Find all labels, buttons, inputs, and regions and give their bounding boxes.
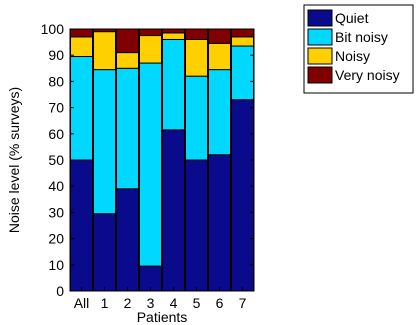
legend-swatch-quiet xyxy=(307,9,333,27)
y-tick-label: 60 xyxy=(48,126,64,142)
x-tick-label: 5 xyxy=(193,295,201,311)
x-tick-label: 1 xyxy=(101,295,109,311)
legend-swatch-bit-noisy xyxy=(307,28,333,46)
bar-very-noisy-5 xyxy=(185,28,208,40)
bar-very-noisy-7 xyxy=(231,28,254,38)
bar-bit-noisy-6 xyxy=(208,69,231,156)
x-tick-label: All xyxy=(74,295,90,311)
bar-noisy-7 xyxy=(231,36,254,47)
x-tick-label: 2 xyxy=(124,295,132,311)
bar-noisy-3 xyxy=(139,35,162,64)
x-tick-label: 4 xyxy=(170,295,178,311)
y-tick-label: 30 xyxy=(48,204,64,220)
legend: Quiet Bit noisy Noisy Very noisy xyxy=(303,4,414,94)
y-tick-label: 0 xyxy=(56,283,64,299)
y-tick-label: 50 xyxy=(48,152,64,168)
bar-quiet-1 xyxy=(93,213,116,292)
bar-noisy-all xyxy=(70,36,93,58)
bar-bit-noisy-2 xyxy=(116,67,139,190)
legend-label-noisy: Noisy xyxy=(335,48,370,64)
x-axis-label: Patients xyxy=(137,309,188,325)
bar-noisy-2 xyxy=(116,52,139,69)
bar-bit-noisy-3 xyxy=(139,62,162,267)
bar-quiet-7 xyxy=(231,99,254,292)
bar-bit-noisy-5 xyxy=(185,75,208,161)
y-tick-label: 90 xyxy=(48,47,64,63)
bar-bit-noisy-7 xyxy=(231,45,254,101)
bar-very-noisy-4 xyxy=(162,28,185,34)
bar-noisy-6 xyxy=(208,42,231,71)
x-axis-ticks: All 1 2 3 4 5 6 7 xyxy=(74,287,247,311)
legend-label-bit-noisy: Bit noisy xyxy=(335,29,388,45)
legend-swatch-very-noisy xyxy=(307,66,333,84)
bar-bit-noisy-all xyxy=(70,56,93,161)
x-tick-label: 7 xyxy=(239,295,247,311)
bars-group xyxy=(70,28,254,292)
legend-label-quiet: Quiet xyxy=(335,10,369,26)
bar-bit-noisy-1 xyxy=(93,69,116,215)
bar-bit-noisy-4 xyxy=(162,38,185,131)
y-tick-label: 100 xyxy=(41,21,65,37)
bar-very-noisy-2 xyxy=(116,28,139,54)
bar-quiet-5 xyxy=(185,159,208,292)
bar-noisy-1 xyxy=(93,31,116,71)
y-axis-ticks: 0 10 20 30 40 50 60 70 80 90 100 xyxy=(41,21,254,299)
bar-noisy-5 xyxy=(185,38,208,77)
bar-quiet-4 xyxy=(162,129,185,292)
bar-noisy-4 xyxy=(162,32,185,40)
legend-label-very-noisy: Very noisy xyxy=(335,67,400,83)
y-tick-label: 20 xyxy=(48,231,64,247)
bar-quiet-all xyxy=(70,159,93,292)
y-tick-label: 10 xyxy=(48,257,64,273)
bar-quiet-6 xyxy=(208,154,231,292)
bar-very-noisy-3 xyxy=(139,28,162,37)
x-tick-label: 6 xyxy=(216,295,224,311)
bar-very-noisy-6 xyxy=(208,28,231,44)
y-tick-label: 80 xyxy=(48,73,64,89)
x-tick-label: 3 xyxy=(147,295,155,311)
y-tick-label: 70 xyxy=(48,100,64,116)
bar-quiet-2 xyxy=(116,188,139,292)
y-tick-label: 40 xyxy=(48,178,64,194)
y-axis-label: Noise level (% surveys) xyxy=(6,87,22,233)
legend-swatch-noisy xyxy=(307,47,333,65)
plot-frame xyxy=(69,28,255,292)
bar-very-noisy-all xyxy=(70,28,93,38)
